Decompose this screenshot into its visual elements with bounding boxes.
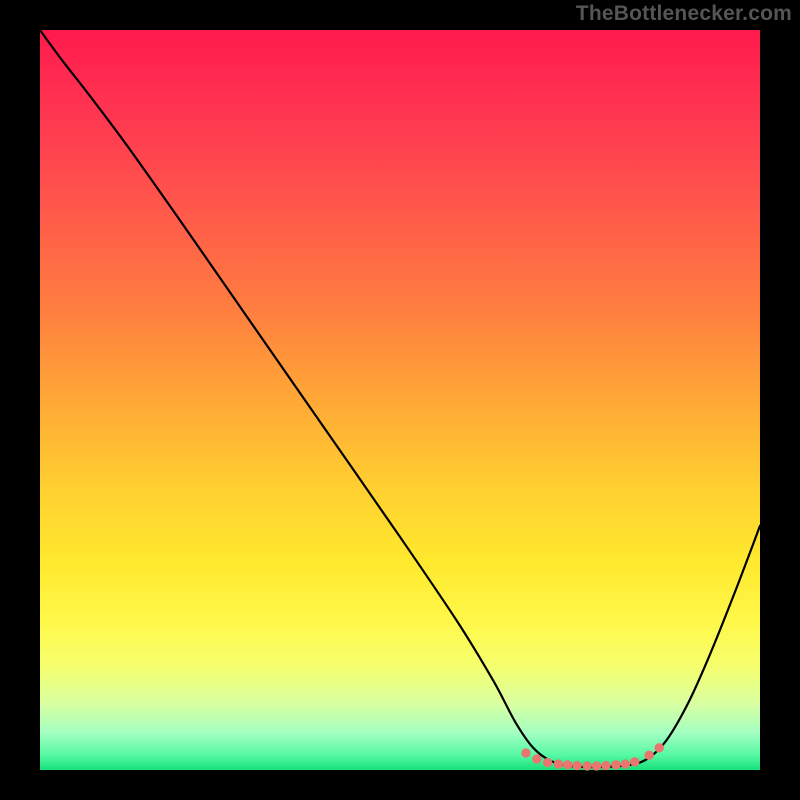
valley-marker bbox=[573, 761, 581, 769]
valley-marker bbox=[645, 751, 653, 759]
bottleneck-chart bbox=[0, 0, 800, 800]
valley-marker bbox=[631, 758, 639, 766]
valley-marker bbox=[554, 760, 562, 768]
valley-marker bbox=[655, 744, 663, 752]
valley-marker bbox=[621, 760, 629, 768]
valley-marker bbox=[543, 758, 551, 766]
valley-marker bbox=[533, 755, 541, 763]
valley-marker bbox=[522, 749, 530, 757]
valley-marker bbox=[592, 762, 600, 770]
valley-marker bbox=[612, 761, 620, 769]
valley-marker bbox=[564, 761, 572, 769]
chart-container: TheBottlenecker.com bbox=[0, 0, 800, 800]
valley-marker bbox=[602, 761, 610, 769]
plot-gradient-background bbox=[40, 30, 760, 770]
valley-marker bbox=[583, 762, 591, 770]
